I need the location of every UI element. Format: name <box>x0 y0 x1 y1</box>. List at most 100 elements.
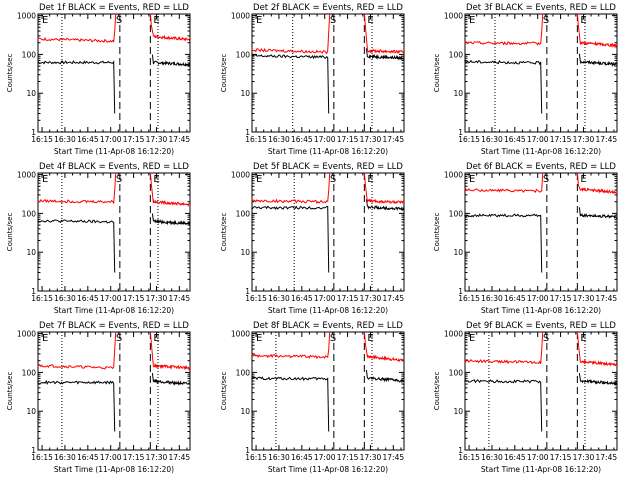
y-tick-label: 10 <box>26 89 36 98</box>
x-tick-label: 17:45 <box>596 135 618 144</box>
event-marker-label: E <box>469 333 475 344</box>
x-tick-label: 16:45 <box>504 135 526 144</box>
y-tick-label: 1 <box>245 287 250 296</box>
plot-frame <box>251 331 405 451</box>
x-tick-label: 17:00 <box>314 135 336 144</box>
panel-title: Det 2f BLACK = Events, RED = LLD <box>253 3 403 13</box>
events-series-line <box>578 207 618 219</box>
x-tick-label: 16:15 <box>458 294 480 303</box>
lld-series-line <box>149 331 191 371</box>
x-tick-label: 17:15 <box>123 135 145 144</box>
y-tick-label: 10 <box>240 248 250 257</box>
panel-det-8: Det 8f BLACK = Events, RED = LLD Counts/s… <box>220 321 405 474</box>
lld-series-line <box>464 172 544 194</box>
x-axis-label: Start Time (11-Apr-08 16:12:20) <box>54 147 174 156</box>
events-series-line <box>37 219 116 273</box>
x-tick-label: 16:15 <box>458 135 480 144</box>
x-tick-label: 16:45 <box>77 135 99 144</box>
y-tick-label: 1 <box>245 128 250 137</box>
y-axis-label: Counts/sec <box>433 372 441 411</box>
y-tick-label: 10 <box>453 248 463 257</box>
panel-title: Det 8f BLACK = Events, RED = LLD <box>253 321 403 331</box>
y-tick-label: 1 <box>31 287 36 296</box>
event-marker-label: E <box>367 174 373 185</box>
y-tick-label: 100 <box>449 50 464 59</box>
x-tick-label: 17:30 <box>360 453 382 462</box>
event-marker-label: E <box>153 15 159 26</box>
panel-title: Det 1f BLACK = Events, RED = LLD <box>39 3 189 13</box>
x-tick-label: 17:45 <box>383 294 405 303</box>
y-tick-label: 100 <box>22 209 37 218</box>
x-tick-label: 17:45 <box>169 135 191 144</box>
x-tick-label: 16:30 <box>481 453 503 462</box>
events-series-line <box>365 48 405 61</box>
y-tick-label: 1 <box>458 446 463 455</box>
y-tick-label: 10 <box>240 89 250 98</box>
y-tick-label: 10 <box>26 248 36 257</box>
event-marker-label: E <box>256 333 262 344</box>
x-tick-label: 16:30 <box>481 294 503 303</box>
y-tick-label: 1000 <box>444 12 463 21</box>
x-axis-label: Start Time (11-Apr-08 16:12:20) <box>268 465 388 474</box>
x-tick-label: 17:00 <box>100 294 122 303</box>
event-marker-label: S <box>116 174 122 185</box>
x-tick-label: 16:30 <box>54 294 76 303</box>
x-axis-label: Start Time (11-Apr-08 16:12:20) <box>481 306 601 315</box>
event-marker-label: E <box>367 333 373 344</box>
x-tick-label: 17:45 <box>596 294 618 303</box>
x-tick-label: 16:30 <box>481 135 503 144</box>
plot-frame <box>251 13 405 133</box>
y-tick-label: 100 <box>236 368 251 377</box>
panel-title: Det 9f BLACK = Events, RED = LLD <box>466 321 616 331</box>
x-tick-label: 17:30 <box>573 453 595 462</box>
panel-title: Det 6f BLACK = Events, RED = LLD <box>466 162 616 172</box>
lld-series-line <box>576 172 618 194</box>
y-axis-label: Counts/sec <box>433 213 441 252</box>
lld-series-line <box>576 331 618 367</box>
x-tick-label: 17:30 <box>360 294 382 303</box>
event-marker-label: E <box>42 15 48 26</box>
x-tick-label: 16:30 <box>268 453 290 462</box>
y-axis-label: Counts/sec <box>220 54 228 93</box>
event-marker-label: E <box>469 174 475 185</box>
y-tick-label: 100 <box>449 209 464 218</box>
events-series-line <box>151 54 191 68</box>
y-axis-label: Counts/sec <box>433 54 441 93</box>
panel-det-6: Det 6f BLACK = Events, RED = LLD Counts/s… <box>433 162 618 315</box>
y-tick-label: 100 <box>236 209 251 218</box>
event-marker-label: E <box>580 174 586 185</box>
y-tick-label: 1000 <box>231 171 250 180</box>
x-tick-label: 17:15 <box>337 453 359 462</box>
x-tick-label: 17:15 <box>337 294 359 303</box>
x-tick-label: 17:00 <box>100 453 122 462</box>
events-series-line <box>464 379 543 432</box>
events-series-line <box>37 60 116 114</box>
events-series-line <box>37 379 116 432</box>
plot-frame <box>37 13 191 133</box>
plot-frame <box>37 331 191 451</box>
panel-det-9: Det 9f BLACK = Events, RED = LLD Counts/s… <box>433 321 618 474</box>
event-marker-label: S <box>543 333 549 344</box>
panel-det-7: Det 7f BLACK = Events, RED = LLD Counts/s… <box>6 321 191 474</box>
panel-det-2: Det 2f BLACK = Events, RED = LLD Counts/s… <box>220 3 405 156</box>
x-tick-label: 17:15 <box>550 135 572 144</box>
x-axis-label: Start Time (11-Apr-08 16:12:20) <box>268 147 388 156</box>
y-axis-label: Counts/sec <box>220 213 228 252</box>
lld-series-line <box>576 13 618 49</box>
lld-series-line <box>37 172 117 205</box>
x-tick-label: 17:00 <box>314 294 336 303</box>
x-tick-label: 17:00 <box>314 453 336 462</box>
x-tick-label: 17:00 <box>527 453 549 462</box>
panel-title: Det 4f BLACK = Events, RED = LLD <box>39 162 189 172</box>
x-tick-label: 16:45 <box>504 453 526 462</box>
event-marker-label: S <box>330 333 336 344</box>
x-tick-label: 17:00 <box>527 135 549 144</box>
x-axis-label: Start Time (11-Apr-08 16:12:20) <box>481 147 601 156</box>
x-tick-label: 17:30 <box>360 135 382 144</box>
event-marker-label: E <box>580 333 586 344</box>
x-tick-label: 17:00 <box>100 135 122 144</box>
events-series-line <box>365 369 405 384</box>
panel-det-3: Det 3f BLACK = Events, RED = LLD Counts/s… <box>433 3 618 156</box>
events-series-line <box>464 59 543 114</box>
x-tick-label: 17:45 <box>169 453 191 462</box>
